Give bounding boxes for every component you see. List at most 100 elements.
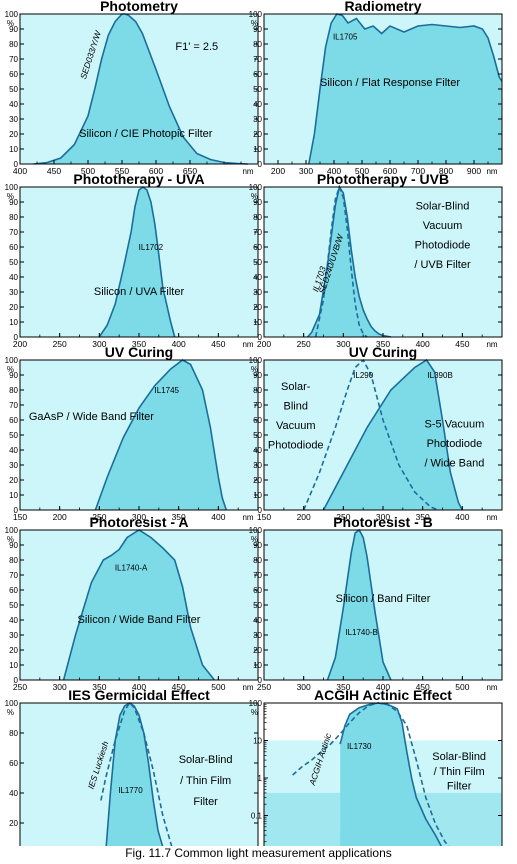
- annotation-label: / Wide Band: [424, 458, 484, 470]
- y-unit-label: %: [251, 535, 258, 544]
- y-tick-label: 80: [9, 40, 18, 49]
- x-unit-label: nm: [242, 683, 253, 692]
- figure-caption: Fig. 11.7 Common light measurement appli…: [125, 846, 392, 860]
- y-tick-label: 100: [249, 183, 263, 192]
- y-tick-label: 0: [14, 333, 19, 342]
- y-unit-label: %: [251, 708, 258, 717]
- annotation-label: IL1702: [139, 243, 164, 252]
- annotation-label: Blind: [283, 401, 307, 413]
- y-tick-label: 70: [9, 571, 18, 580]
- x-tick-label: 500: [355, 166, 369, 176]
- y-tick-label: 60: [253, 416, 262, 425]
- y-tick-label: 100: [249, 699, 263, 708]
- series-area-0: [323, 360, 463, 510]
- x-tick-label: 300: [132, 512, 146, 522]
- x-tick-label: 350: [172, 512, 186, 522]
- x-tick-label: 550: [115, 166, 129, 176]
- x-tick-label: 150: [13, 512, 27, 522]
- y-unit-label: %: [251, 19, 258, 28]
- y-tick-label: 10: [253, 145, 262, 154]
- series-area-0: [33, 14, 248, 164]
- series-area-0: [95, 360, 227, 510]
- x-tick-label: 350: [132, 339, 146, 349]
- y-tick-label: 100: [249, 356, 263, 365]
- x-tick-label: 400: [13, 166, 27, 176]
- x-tick-label: 300: [92, 339, 106, 349]
- x-tick-label: 250: [297, 339, 311, 349]
- y-tick-label: 60: [9, 70, 18, 79]
- y-tick-label: 50: [253, 85, 262, 94]
- y-tick-label: 80: [9, 729, 18, 738]
- annotation-label: F1' = 2.5: [175, 41, 218, 53]
- y-tick-label: 10: [9, 661, 18, 670]
- y-tick-label: 20: [253, 303, 262, 312]
- y-tick-label: 30: [253, 115, 262, 124]
- y-tick-label: 80: [253, 213, 262, 222]
- annotation-label: Filter: [447, 780, 472, 792]
- y-tick-label: 30: [253, 288, 262, 297]
- chart-title: Phototherapy - UVB: [317, 171, 449, 187]
- annotation-label: IL1740-A: [115, 564, 148, 573]
- x-tick-label: 650: [183, 166, 197, 176]
- series-line-1: [100, 701, 173, 846]
- y-tick-label: 30: [9, 115, 18, 124]
- annotation-label: / Thin Film: [434, 766, 485, 778]
- chart-panel-9: ACGIH Actinic Effect0.010.1110100%150200…: [249, 687, 503, 846]
- y-tick-label: 30: [9, 631, 18, 640]
- y-tick-label: 40: [9, 789, 18, 798]
- y-tick-label: 30: [9, 288, 18, 297]
- y-tick-label: 40: [253, 616, 262, 625]
- annotation-label: / Thin Film: [180, 775, 231, 787]
- chart-title: Photometry: [100, 0, 178, 14]
- y-tick-label: 20: [9, 303, 18, 312]
- series-area-0: [308, 14, 502, 164]
- y-unit-label: %: [7, 19, 14, 28]
- x-tick-label: 450: [172, 682, 186, 692]
- y-tick-label: 40: [9, 616, 18, 625]
- y-tick-label: 100: [249, 526, 263, 535]
- y-tick-label: 60: [9, 243, 18, 252]
- chart-title: UV Curing: [349, 344, 417, 360]
- y-tick-label: 70: [9, 55, 18, 64]
- x-tick-label: 400: [132, 682, 146, 692]
- chart-panel-5: UV Curing 0 10 20 30 40 50 60 70 80 90 100% 150 200 25…: [249, 344, 503, 522]
- y-tick-label: 40: [253, 100, 262, 109]
- x-tick-label: 350: [92, 682, 106, 692]
- y-tick-label: 70: [253, 401, 262, 410]
- y-tick-label: 60: [9, 759, 18, 768]
- chart-panel-0: Photometry 0 10 20 30 40 50 60 70 80 90 100% 400 450 5…: [5, 0, 259, 176]
- y-tick-label: 100: [5, 183, 19, 192]
- x-unit-label: nm: [242, 340, 253, 349]
- y-tick-label: 10: [253, 318, 262, 327]
- y-tick-label: 90: [9, 541, 18, 550]
- y-tick-label: 100: [249, 10, 263, 19]
- y-unit-label: %: [251, 365, 258, 374]
- annotation-label: IL1740-B: [345, 628, 377, 637]
- y-tick-label: 0: [14, 160, 19, 169]
- y-unit-label: %: [7, 535, 14, 544]
- x-tick-label: 200: [13, 339, 27, 349]
- y-tick-label: 0: [258, 676, 263, 685]
- x-tick-label: 200: [271, 166, 285, 176]
- y-tick-label: 30: [9, 461, 18, 470]
- series-line-1: [292, 702, 450, 846]
- y-tick-label: 40: [9, 100, 18, 109]
- y-tick-label: 80: [253, 556, 262, 565]
- y-tick-label: 10: [253, 737, 262, 746]
- series-line-0: [308, 13, 503, 165]
- x-tick-label: 400: [376, 682, 390, 692]
- x-tick-label: 250: [53, 339, 67, 349]
- chart-panel-6: Photoresist - A 0 10 20 30 40 50 60 70 80 90 100% 25…: [5, 514, 259, 692]
- x-unit-label: nm: [486, 683, 497, 692]
- annotation-label: IL390B: [427, 371, 452, 380]
- x-tick-label: 400: [172, 339, 186, 349]
- y-tick-label: 50: [253, 431, 262, 440]
- y-tick-label: 0: [258, 506, 263, 515]
- x-tick-label: 350: [336, 682, 350, 692]
- y-tick-label: 20: [9, 130, 18, 139]
- y-unit-label: %: [251, 192, 258, 201]
- series-area-0: [106, 703, 163, 846]
- x-tick-label: 300: [297, 682, 311, 692]
- y-tick-label: 90: [9, 25, 18, 34]
- y-unit-label: %: [7, 708, 14, 717]
